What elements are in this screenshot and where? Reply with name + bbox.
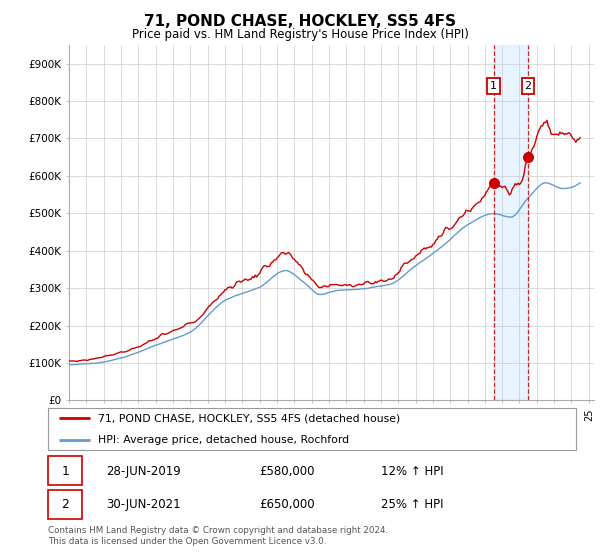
Text: 2: 2: [524, 81, 532, 91]
Text: Contains HM Land Registry data © Crown copyright and database right 2024.
This d: Contains HM Land Registry data © Crown c…: [48, 526, 388, 546]
Text: 1: 1: [61, 465, 69, 478]
Text: £580,000: £580,000: [259, 465, 315, 478]
Text: 71, POND CHASE, HOCKLEY, SS5 4FS (detached house): 71, POND CHASE, HOCKLEY, SS5 4FS (detach…: [98, 413, 400, 423]
Text: 1: 1: [490, 81, 497, 91]
Text: 25% ↑ HPI: 25% ↑ HPI: [380, 498, 443, 511]
Bar: [48, 456, 82, 486]
Text: 12% ↑ HPI: 12% ↑ HPI: [380, 465, 443, 478]
Text: 30-JUN-2021: 30-JUN-2021: [106, 498, 181, 511]
Bar: [48, 490, 82, 520]
Text: 2: 2: [61, 498, 69, 511]
Text: 28-JUN-2019: 28-JUN-2019: [106, 465, 181, 478]
Text: 71, POND CHASE, HOCKLEY, SS5 4FS: 71, POND CHASE, HOCKLEY, SS5 4FS: [144, 14, 456, 29]
Text: £650,000: £650,000: [259, 498, 315, 511]
Text: HPI: Average price, detached house, Rochford: HPI: Average price, detached house, Roch…: [98, 435, 349, 445]
Text: Price paid vs. HM Land Registry's House Price Index (HPI): Price paid vs. HM Land Registry's House …: [131, 28, 469, 41]
Bar: [494, 45, 528, 400]
